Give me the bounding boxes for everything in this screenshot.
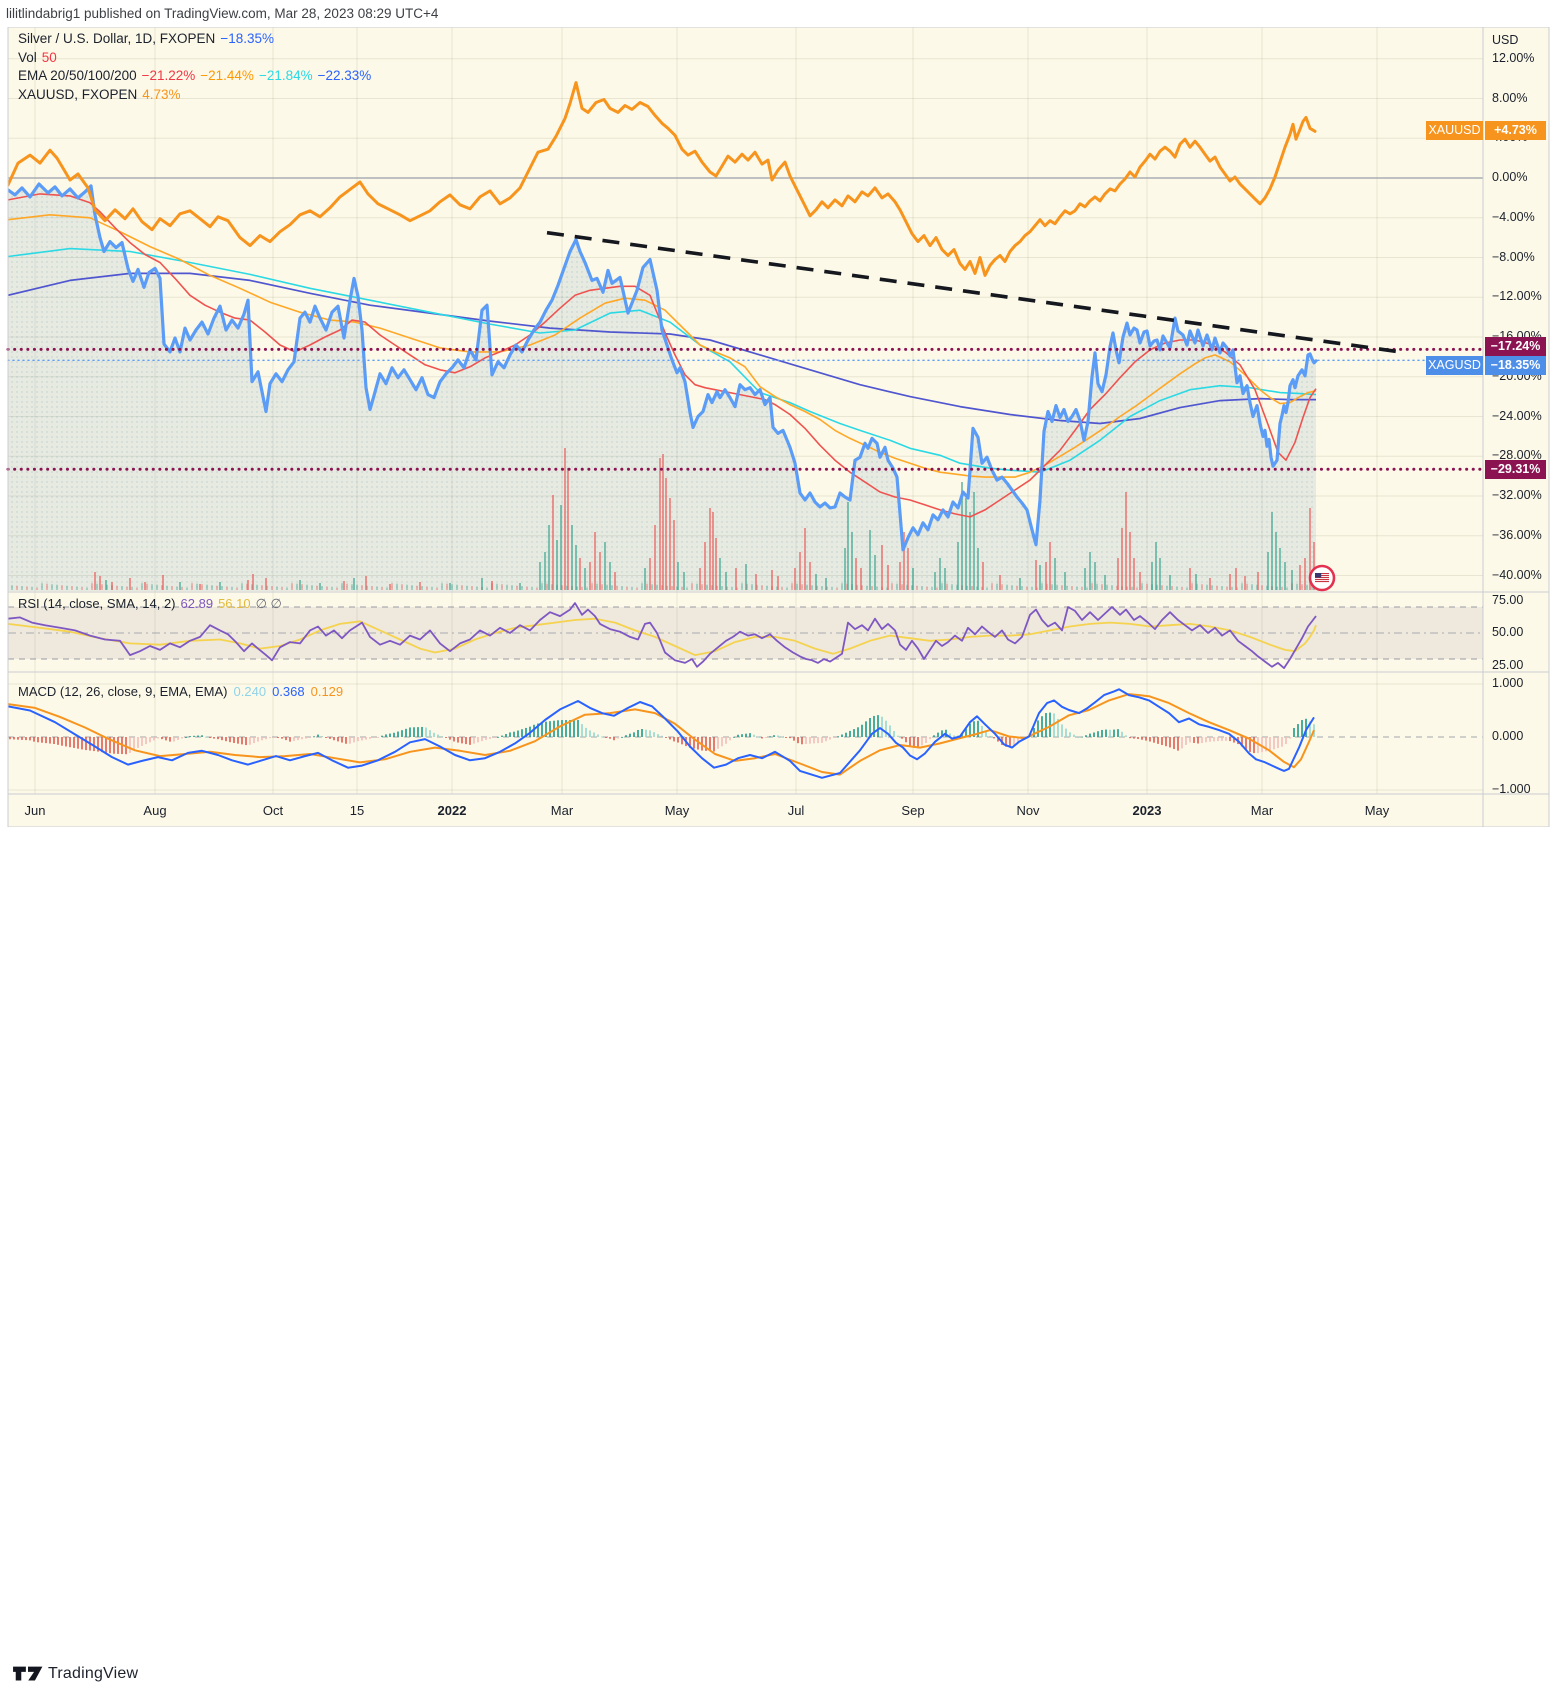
publisher-text: lilitlindabrig1 published on TradingView… — [6, 6, 439, 21]
time-tick-label: Aug — [143, 803, 167, 818]
xauusd-price-badge: +4.73% — [1485, 120, 1546, 140]
gold-label: XAUUSD, FXOPEN — [18, 86, 138, 102]
time-tick-label: May — [664, 803, 690, 818]
macd-tick-label: −1.000 — [1492, 782, 1531, 796]
xauusd-symbol-badge: XAUUSD — [1426, 120, 1483, 140]
ema100-value: −21.84% — [258, 68, 313, 83]
legend-ema-row[interactable]: EMA 20/50/100/200 −21.22% −21.44% −21.84% −2… — [18, 67, 376, 86]
time-tick-label: Mar — [1250, 803, 1274, 818]
symbol-title: Silver / U.S. Dollar, 1D, FXOPEN — [18, 31, 216, 46]
xagusd-price-badge: −18.35% — [1485, 355, 1546, 375]
volume-value: 50 — [41, 49, 57, 65]
time-tick-label: 15 — [349, 803, 365, 818]
time-tick-label: Jun — [24, 803, 46, 818]
chart-canvas[interactable] — [0, 0, 1556, 861]
rsi-ma-value: 56.10 — [218, 596, 251, 611]
time-tick-label: Mar — [550, 803, 574, 818]
time-tick-label: Jul — [787, 803, 805, 818]
price-tick-label: 8.00% — [1492, 90, 1528, 105]
legend-symbol-row[interactable]: Silver / U.S. Dollar, 1D, FXOPEN −18.35% — [18, 30, 376, 49]
price-tick-label: −24.00% — [1492, 408, 1542, 423]
us-flag-icon[interactable] — [1308, 564, 1336, 592]
tradingview-logo-icon[interactable] — [12, 1663, 44, 1683]
macd-hist-value: 0.240 — [233, 684, 267, 699]
rsi-tick-label: 50.00 — [1492, 625, 1524, 639]
upper-level-badge: −17.24% — [1485, 336, 1546, 356]
rsi-legend[interactable]: RSI (14, close, SMA, 14, 2) 62.89 56.10 ∅ ∅ — [18, 596, 287, 612]
price-tick-label: 0.00% — [1492, 170, 1528, 184]
currency-label: USD — [1492, 33, 1519, 47]
price-tick-label: −32.00% — [1492, 488, 1542, 502]
price-tick-label: −36.00% — [1492, 527, 1542, 542]
time-tick-label: Sep — [901, 803, 925, 818]
tradingview-brand-text[interactable]: TradingView — [48, 1665, 139, 1682]
ema20-value: −21.22% — [141, 68, 196, 83]
time-tick-label: 2022 — [437, 803, 467, 818]
macd-title: MACD (12, 26, close, 9, EMA, EMA) — [18, 684, 228, 699]
volume-bars — [11, 448, 1315, 590]
time-tick-label: May — [1364, 803, 1390, 818]
volume-label: Vol — [18, 49, 37, 65]
price-tick-label: −40.00% — [1492, 567, 1542, 582]
price-tick-label: −28.00% — [1492, 448, 1542, 463]
rsi-empty-values: ∅ ∅ — [255, 596, 282, 611]
price-tick-label: −12.00% — [1492, 289, 1542, 304]
chart-legend: Silver / U.S. Dollar, 1D, FXOPEN −18.35% … — [18, 30, 376, 104]
time-tick-label: 2023 — [1132, 803, 1162, 818]
rsi-tick-label: 75.00 — [1492, 592, 1524, 607]
time-tick-label: Nov — [1016, 803, 1040, 818]
gold-value: 4.73% — [142, 86, 181, 102]
macd-tick-label: 1.000 — [1492, 676, 1524, 690]
xagusd-symbol-badge: XAGUSD — [1426, 355, 1483, 375]
macd-signal-value: 0.129 — [310, 684, 344, 699]
ema50-value: −21.44% — [200, 68, 254, 83]
rsi-title: RSI (14, close, SMA, 14, 2) — [18, 596, 176, 611]
rsi-value: 62.89 — [180, 596, 214, 611]
lower-level-badge: −29.31% — [1485, 459, 1546, 479]
price-tick-label: 12.00% — [1492, 50, 1535, 65]
ema-label: EMA 20/50/100/200 — [18, 68, 137, 83]
macd-legend[interactable]: MACD (12, 26, close, 9, EMA, EMA) 0.240 0.… — [18, 684, 349, 699]
footer-bar: TradingView — [0, 827, 1556, 1682]
legend-volume-row[interactable]: Vol 50 — [18, 49, 376, 68]
rsi-tick-label: 25.00 — [1492, 657, 1524, 672]
time-tick-label: Oct — [262, 803, 284, 818]
price-tick-label: −4.00% — [1492, 209, 1535, 224]
macd-tick-label: 0.000 — [1492, 729, 1524, 743]
macd-value: 0.368 — [272, 684, 305, 699]
legend-gold-row[interactable]: XAUUSD, FXOPEN 4.73% — [18, 86, 376, 105]
ema200-value: −22.33% — [317, 68, 372, 83]
symbol-change: −18.35% — [220, 31, 274, 46]
publisher-bar: lilitlindabrig1 published on TradingView… — [0, 0, 1556, 27]
price-tick-label: −8.00% — [1492, 249, 1535, 264]
